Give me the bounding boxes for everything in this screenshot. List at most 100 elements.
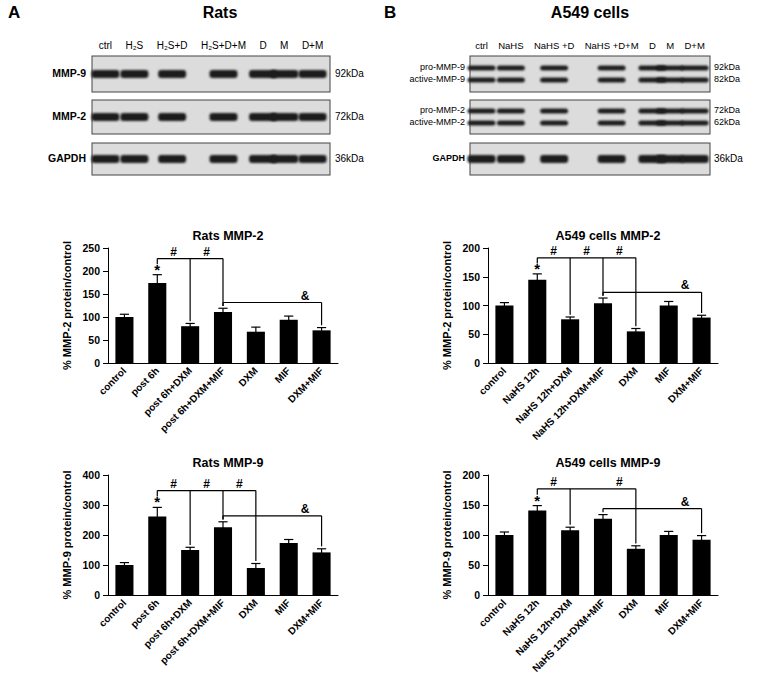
svg-text:*: * (154, 261, 160, 278)
svg-text:#: # (170, 477, 177, 491)
svg-text:Rats: Rats (203, 4, 238, 21)
svg-text:400: 400 (82, 469, 100, 481)
svg-text:GAPDH: GAPDH (432, 153, 465, 163)
svg-text:50: 50 (88, 334, 100, 346)
svg-text:DXM+MIF: DXM+MIF (666, 365, 706, 405)
svg-text:A549 cells MMP-2: A549 cells MMP-2 (556, 229, 661, 243)
svg-text:#: # (203, 245, 210, 259)
svg-text:post 6h: post 6h (128, 597, 161, 630)
svg-text:NaHS 12h+DXM+MIF: NaHS 12h+DXM+MIF (530, 597, 607, 674)
svg-text:D: D (649, 40, 656, 51)
svg-text:active-MMP-2: active-MMP-2 (409, 117, 465, 127)
svg-text:92kDa: 92kDa (714, 62, 740, 72)
svg-text:A549 cells MMP-9: A549 cells MMP-9 (556, 456, 661, 470)
svg-text:DXM: DXM (236, 365, 259, 388)
svg-text:*: * (154, 493, 160, 510)
svg-text:200: 200 (82, 265, 100, 277)
svg-text:DXM: DXM (616, 365, 639, 388)
svg-text:36kDa: 36kDa (335, 153, 364, 164)
svg-text:&: & (301, 502, 310, 516)
svg-text:A549 cells: A549 cells (551, 4, 629, 21)
svg-text:control: control (97, 365, 129, 397)
svg-text:D: D (259, 40, 266, 51)
svg-text:100: 100 (82, 559, 100, 571)
svg-text:0: 0 (474, 357, 480, 369)
svg-text:MMP-9: MMP-9 (52, 67, 86, 79)
svg-text:H₂S+D: H₂S+D (157, 40, 188, 51)
svg-text:DXM+MIF: DXM+MIF (286, 365, 326, 405)
svg-text:control: control (477, 597, 509, 629)
svg-text:control: control (477, 365, 509, 397)
svg-text:pro-MMP-2: pro-MMP-2 (420, 105, 465, 115)
svg-text:0: 0 (94, 589, 100, 601)
svg-text:NaHS: NaHS (498, 40, 523, 51)
svg-text:200: 200 (462, 469, 480, 481)
svg-text:150: 150 (462, 499, 480, 511)
svg-text:post 6h: post 6h (128, 365, 161, 398)
svg-text:B: B (384, 3, 396, 22)
svg-text:NaHS 12h+DXM: NaHS 12h+DXM (513, 597, 574, 658)
svg-text:150: 150 (462, 271, 480, 283)
svg-text:GAPDH: GAPDH (48, 152, 86, 164)
svg-text:#: # (550, 244, 557, 258)
svg-text:82kDa: 82kDa (714, 74, 740, 84)
svg-text:% MMP-9 protein/control: % MMP-9 protein/control (441, 471, 453, 600)
svg-text:62kDa: 62kDa (714, 117, 740, 127)
svg-text:A: A (8, 3, 20, 22)
svg-text:&: & (681, 278, 690, 292)
svg-text:*: * (534, 260, 540, 277)
svg-text:Rats MMP-2: Rats MMP-2 (193, 229, 264, 243)
svg-text:NaHS +D+M: NaHS +D+M (585, 40, 639, 51)
svg-text:MIF: MIF (273, 365, 293, 385)
svg-text:DXM: DXM (236, 597, 259, 620)
svg-text:0: 0 (474, 589, 480, 601)
svg-text:92kDa: 92kDa (335, 68, 364, 79)
svg-text:&: & (681, 495, 690, 509)
svg-text:#: # (203, 477, 210, 491)
svg-text:NaHS 12h+DXM: NaHS 12h+DXM (513, 365, 574, 426)
svg-text:0: 0 (94, 357, 100, 369)
svg-text:200: 200 (462, 242, 480, 254)
svg-text:200: 200 (82, 529, 100, 541)
svg-text:MMP-2: MMP-2 (52, 110, 86, 122)
svg-text:pro-MMP-9: pro-MMP-9 (420, 62, 465, 72)
svg-text:post 6h+DXM+MIF: post 6h+DXM+MIF (158, 365, 227, 434)
svg-text:250: 250 (82, 242, 100, 254)
svg-text:% MMP-9 protein/control: % MMP-9 protein/control (61, 471, 73, 600)
svg-text:NaHS 12h+DXM+MIF: NaHS 12h+DXM+MIF (530, 365, 607, 442)
svg-text:&: & (301, 289, 310, 303)
svg-text:H₂S+D+M: H₂S+D+M (201, 40, 246, 51)
svg-text:ctrl: ctrl (99, 40, 112, 51)
svg-text:D+M: D+M (302, 40, 323, 51)
svg-text:72kDa: 72kDa (335, 111, 364, 122)
svg-text:*: * (534, 492, 540, 509)
svg-text:300: 300 (82, 499, 100, 511)
svg-text:control: control (97, 597, 129, 629)
svg-text:36kDa: 36kDa (714, 153, 743, 164)
svg-text:100: 100 (82, 311, 100, 323)
svg-text:ctrl: ctrl (475, 40, 488, 51)
svg-text:M: M (280, 40, 288, 51)
svg-text:active-MMP-9: active-MMP-9 (409, 74, 465, 84)
svg-text:% MMP-2 protein/control: % MMP-2 protein/control (441, 241, 453, 370)
svg-text:50: 50 (468, 559, 480, 571)
svg-text:72kDa: 72kDa (714, 105, 740, 115)
svg-text:% MMP-2 protein/control: % MMP-2 protein/control (61, 241, 73, 370)
svg-text:Rats MMP-9: Rats MMP-9 (193, 456, 264, 470)
svg-text:100: 100 (462, 529, 480, 541)
svg-text:150: 150 (82, 288, 100, 300)
svg-text:#: # (170, 245, 177, 259)
svg-text:D+M: D+M (684, 40, 704, 51)
svg-text:#: # (616, 475, 623, 489)
svg-text:DXM: DXM (616, 597, 639, 620)
svg-text:H₂S: H₂S (125, 40, 143, 51)
svg-text:MIF: MIF (653, 365, 673, 385)
svg-text:#: # (550, 475, 557, 489)
svg-text:50: 50 (468, 328, 480, 340)
svg-text:M: M (666, 40, 674, 51)
svg-text:100: 100 (462, 300, 480, 312)
svg-text:post 6h+DXM+MIF: post 6h+DXM+MIF (158, 597, 227, 666)
svg-text:#: # (236, 477, 243, 491)
svg-text:MIF: MIF (653, 597, 673, 617)
svg-text:MIF: MIF (273, 597, 293, 617)
